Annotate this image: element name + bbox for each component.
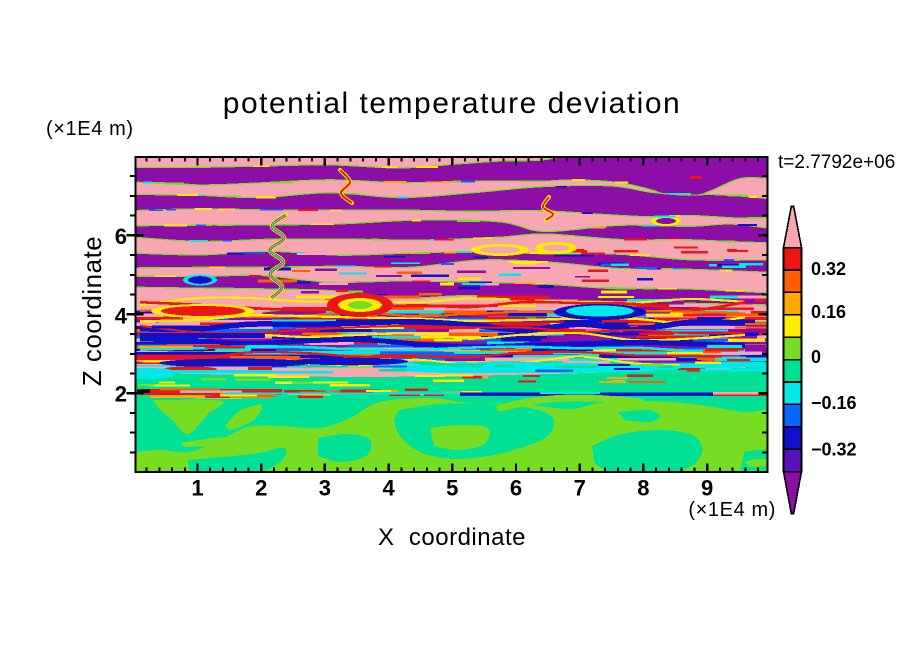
svg-text:1: 1 [191,476,203,501]
svg-text:3: 3 [319,476,331,501]
svg-text:−0.16: −0.16 [811,393,857,413]
svg-text:2: 2 [115,382,127,407]
svg-text:8: 8 [637,476,649,501]
svg-text:Z coordinate: Z coordinate [77,236,107,387]
svg-text:4: 4 [382,476,395,501]
svg-text:−0.32: −0.32 [811,440,857,460]
svg-text:6: 6 [510,476,522,501]
svg-text:potential temperature deviatio: potential temperature deviation [223,87,681,120]
svg-text:(×1E4 m): (×1E4 m) [46,118,134,140]
svg-text:4: 4 [115,304,128,329]
svg-text:7: 7 [574,476,586,501]
svg-text:t=2.7792e+06: t=2.7792e+06 [778,152,895,173]
svg-text:X coordinate: X coordinate [378,524,526,551]
svg-text:0.16: 0.16 [811,302,846,322]
svg-text:0.32: 0.32 [811,259,846,279]
svg-text:5: 5 [446,476,458,501]
svg-text:2: 2 [255,476,267,501]
svg-text:6: 6 [115,224,127,249]
svg-text:(×1E4 m): (×1E4 m) [688,499,776,521]
svg-text:0: 0 [811,347,821,367]
svg-text:9: 9 [701,476,713,501]
